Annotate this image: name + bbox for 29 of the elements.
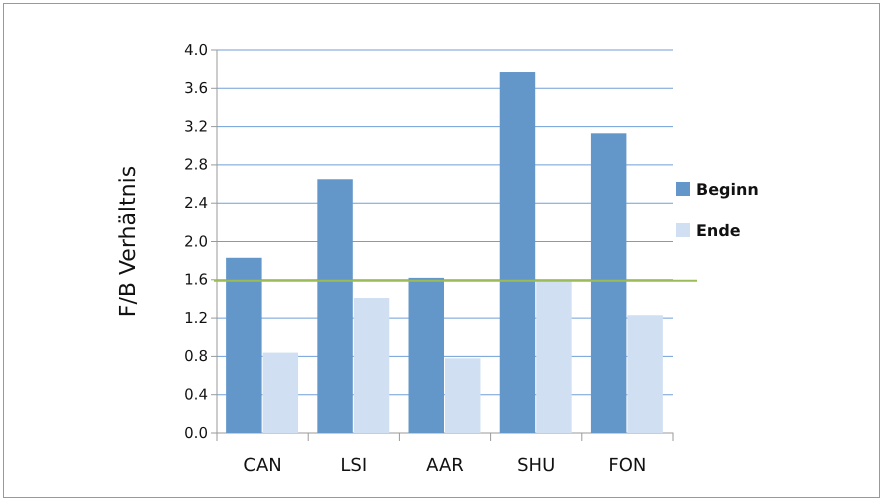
bar — [317, 179, 353, 433]
legend-label: Beginn — [696, 180, 759, 199]
bar — [536, 280, 572, 433]
legend-label: Ende — [696, 221, 741, 240]
bar — [445, 358, 480, 433]
x-tick-label: FON — [608, 455, 646, 476]
bar — [408, 278, 444, 433]
bar — [627, 315, 663, 433]
bar — [590, 133, 626, 433]
x-tick-label: CAN — [243, 455, 282, 476]
y-tick-label: 3.6 — [184, 79, 208, 98]
y-tick-label: 2.0 — [184, 232, 208, 250]
y-tick-label: 0.8 — [184, 347, 208, 366]
y-tick-label: 4.0 — [184, 40, 208, 59]
bar — [226, 258, 262, 433]
y-tick-label: 0.0 — [184, 424, 208, 442]
x-tick-label: LSI — [340, 455, 368, 476]
y-tick-label: 1.2 — [184, 308, 208, 327]
x-tick-label: AAR — [426, 455, 464, 476]
y-tick-label: 1.6 — [184, 270, 208, 289]
x-tick-label: SHU — [517, 455, 556, 476]
bar — [262, 352, 298, 433]
y-tick-label: 0.4 — [184, 386, 208, 404]
bar — [354, 298, 390, 433]
y-tick-label: 2.4 — [184, 194, 208, 212]
y-tick-label: 2.8 — [184, 156, 208, 174]
y-axis-title: F/B Verhältnis — [116, 166, 141, 318]
bar — [500, 72, 536, 433]
y-tick-label: 3.2 — [184, 117, 208, 136]
